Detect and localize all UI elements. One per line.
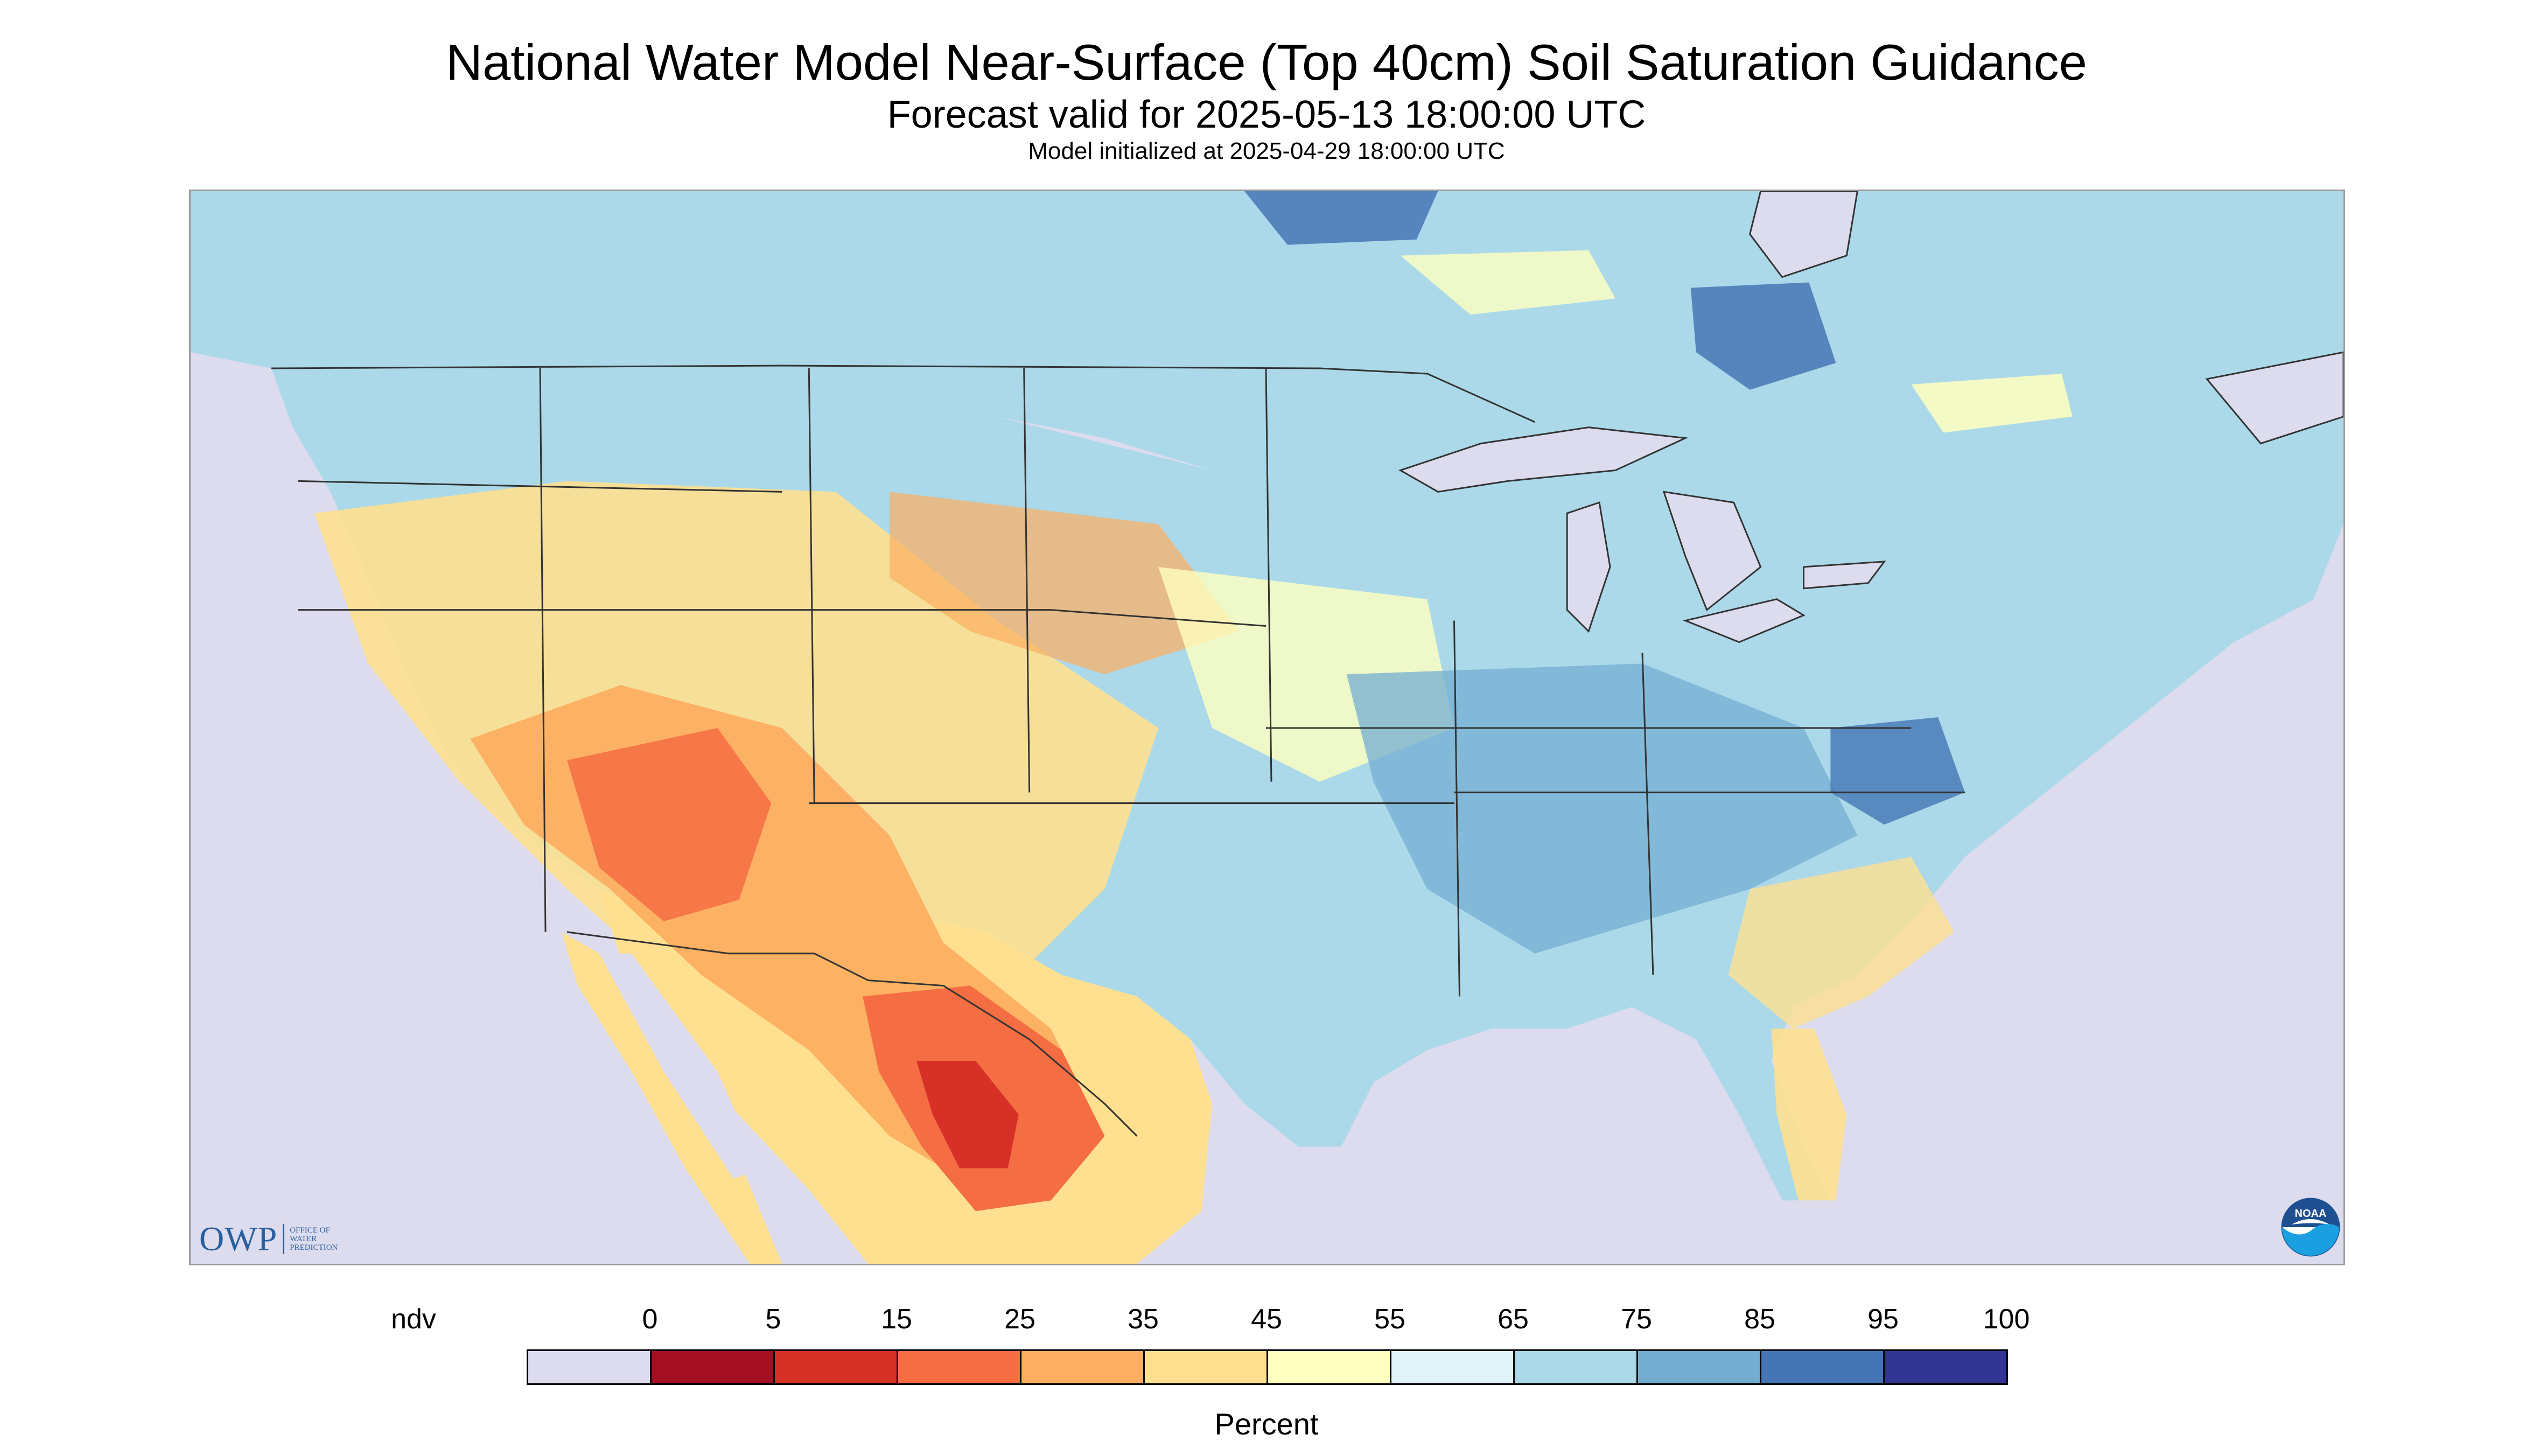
state-line-4: [808, 368, 815, 803]
model-init-line: Model initialized at 2025-04-29 18:00:00…: [1028, 138, 1505, 164]
legend-unit-label: Percent: [1214, 1407, 1319, 1441]
legend-tick-label: 95: [1867, 1304, 1899, 1335]
owp-line-2: WATER: [290, 1235, 317, 1243]
legend-swatch: [1760, 1349, 1885, 1385]
legend-tick-label: ndv: [391, 1304, 436, 1335]
state-line-8: [1453, 620, 1460, 997]
very-wet-patch-east: [1830, 717, 1965, 825]
legend-tick-label: 65: [1498, 1304, 1529, 1335]
neutral-patch-canada-2: [1911, 373, 2073, 433]
state-line-6: [1265, 368, 1272, 782]
lake-superior: [1398, 426, 1689, 493]
forecast-valid-subtitle: Forecast valid for 2025-05-13 18:00:00 U…: [887, 93, 1646, 136]
us-canada-border: [271, 365, 1535, 423]
noaa-emblem-icon: NOAA: [2281, 1198, 2340, 1257]
legend-swatch: [1143, 1349, 1268, 1385]
owp-logo: OWP OFFICE OF WATER PREDICTION: [199, 1220, 338, 1258]
owp-wordmark: OFFICE OF WATER PREDICTION: [290, 1226, 338, 1252]
dry-patch-wyoming: [890, 492, 1240, 675]
legend-swatch: [773, 1349, 898, 1385]
state-line-3: [539, 368, 547, 932]
legend-tick-label: 15: [881, 1304, 912, 1335]
legend-swatch: [650, 1349, 775, 1385]
neutral-patch-canada-1: [1400, 250, 1616, 315]
owp-line-1: OFFICE OF: [290, 1226, 330, 1235]
domain-mask-west: [191, 577, 471, 1264]
soil-saturation-map: [191, 191, 2343, 1264]
legend-tick-label: 25: [1004, 1304, 1035, 1335]
legend-tick-label: 85: [1744, 1304, 1775, 1335]
legend-tick-label: 100: [1983, 1304, 2030, 1335]
map-panel: [189, 190, 2345, 1265]
lake-ontario: [1803, 561, 1886, 590]
political-boundaries: [271, 365, 1965, 1137]
legend-tick-label: 75: [1621, 1304, 1652, 1335]
legend-swatch: [1266, 1349, 1391, 1385]
lake-erie: [1682, 598, 1806, 643]
gulf-of-california: [599, 953, 761, 1179]
legend-swatch: [897, 1349, 1021, 1385]
deep-dry-core: [916, 1061, 1019, 1168]
legend-swatch: [1020, 1349, 1145, 1385]
state-line-2: [298, 609, 1266, 627]
legend-swatch: [1390, 1349, 1515, 1385]
gulf-st-lawrence: [2205, 351, 2343, 445]
legend-tick-label: 35: [1128, 1304, 1159, 1335]
noaa-logo-text: NOAA: [2295, 1208, 2327, 1220]
very-wet-patch-ontario: [1690, 282, 1836, 390]
legend-tick-label: 0: [642, 1304, 658, 1335]
state-line-1: [298, 480, 782, 493]
state-line-9: [1641, 653, 1654, 975]
state-line-5: [1023, 368, 1031, 793]
legend-tick-label: 55: [1374, 1304, 1405, 1335]
dry-southeast-coast: [1728, 857, 1955, 1029]
domain-mask-east: [1997, 524, 2343, 1264]
dry-region-arizona: [566, 727, 772, 921]
legend-tick-label: 5: [765, 1304, 781, 1335]
lake-huron: [1662, 491, 1762, 612]
legend-tick-label: 45: [1251, 1304, 1282, 1335]
legend-swatch: [1636, 1349, 1761, 1385]
very-wet-patch-north: [1244, 191, 1438, 245]
legend-swatch: [1513, 1349, 1638, 1385]
legend-swatch: [527, 1349, 652, 1385]
wet-region-midwest: [1346, 663, 1858, 954]
james-bay: [1749, 191, 1858, 278]
lake-michigan: [1566, 501, 1611, 633]
owp-divider: [283, 1224, 285, 1254]
us-mexico-border: [566, 931, 1138, 1137]
dry-florida: [1771, 1028, 1847, 1201]
land-baja: [561, 932, 782, 1264]
owp-mark: OWP: [199, 1220, 278, 1258]
owp-line-3: PREDICTION: [290, 1243, 338, 1252]
legend-swatch: [1883, 1349, 2008, 1385]
map-title: National Water Model Near-Surface (Top 4…: [446, 34, 2087, 90]
